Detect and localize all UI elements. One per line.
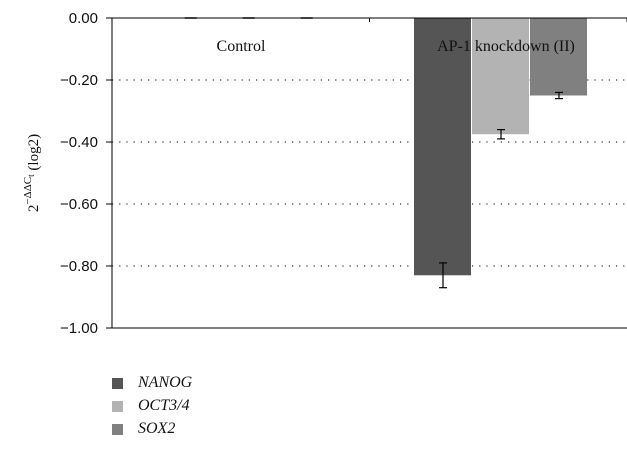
legend-swatch [112, 377, 123, 389]
legend-label: OCT3/4 [138, 397, 190, 414]
bar-NANOG-1 [414, 18, 471, 276]
legend-label: NANOG [138, 374, 193, 391]
bar-SOX2-1 [530, 18, 587, 96]
legend-item-nanog: NANOG [112, 372, 192, 394]
y-tick-labels: 0.00 −0.20 −0.40 −0.60 −0.80 −1.00 [60, 10, 98, 337]
legend-item-oct34: OCT3/4 [112, 395, 190, 417]
legend-label: SOX2 [138, 420, 176, 437]
y-tick-label: −1.00 [60, 320, 98, 337]
y-axis-label: 2−ΔΔCt (log2) [22, 134, 42, 212]
category-label: AP-1 knockdown (II) [437, 38, 575, 55]
axes [106, 17, 627, 329]
legend-swatch [112, 400, 123, 412]
y-tick-label: 0.00 [69, 10, 98, 27]
legend-item-sox2: SOX2 [112, 418, 175, 440]
y-tick-label: −0.80 [60, 258, 98, 275]
y-tick-label: −0.60 [60, 196, 98, 213]
category-labels: Control AP-1 knockdown (II) [217, 38, 575, 55]
y-tick-label: −0.20 [60, 72, 98, 89]
y-axis-label-text: 2−ΔΔCt (log2) [22, 134, 42, 212]
gridlines [112, 79, 627, 267]
bar-OCT3/4-1 [472, 18, 529, 135]
bars [184, 17, 587, 276]
category-label: Control [217, 38, 266, 55]
y-tick-label: −0.40 [60, 134, 98, 151]
legend-swatch [112, 423, 123, 435]
error-bars [439, 91, 563, 289]
